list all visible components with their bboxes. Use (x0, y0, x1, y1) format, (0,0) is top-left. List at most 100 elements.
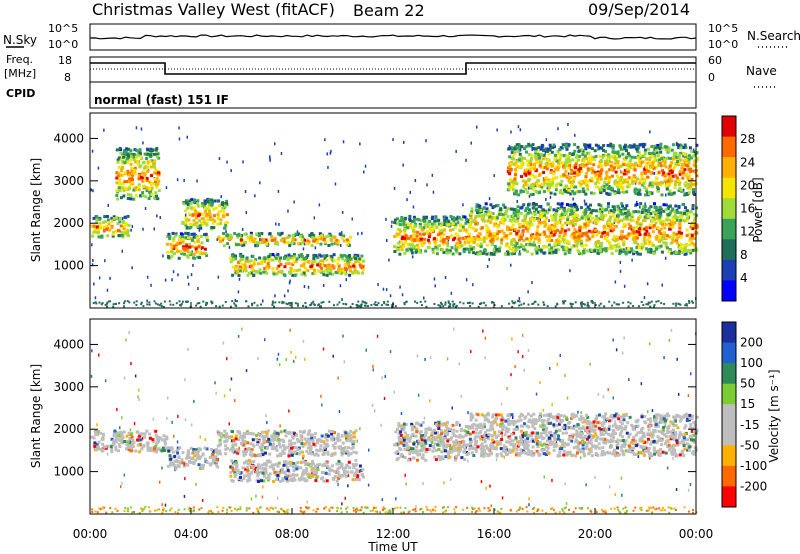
ground-scatter-cell (168, 300, 171, 303)
band-cell (482, 206, 486, 210)
band-cell (612, 166, 616, 170)
band-cell (641, 219, 645, 223)
ground-scatter-cell (178, 300, 181, 303)
speckle-cell (215, 391, 217, 395)
band-cell (168, 454, 172, 458)
band-cell (328, 264, 332, 268)
band-cell (434, 236, 438, 240)
colorbar-segment (722, 239, 736, 261)
band-cell (141, 193, 145, 197)
band-cell (613, 182, 617, 186)
band-cell (581, 225, 585, 229)
band-cell (628, 211, 632, 215)
speckle-cell (519, 128, 522, 132)
speckle-cell (161, 503, 163, 507)
speckle-cell (668, 338, 671, 342)
colorbar-segment (722, 116, 736, 138)
band-cell (534, 149, 538, 153)
ground-scatter-cell (135, 304, 138, 306)
band-cell (467, 240, 471, 244)
band-cell (513, 219, 517, 223)
band-cell (557, 182, 561, 186)
band-cell (118, 220, 122, 224)
band-cell (560, 224, 564, 228)
band-cell (640, 172, 644, 176)
band-cell (300, 238, 304, 241)
band-cell (141, 445, 145, 449)
band-cell (467, 250, 471, 254)
band-cell (522, 223, 526, 227)
band-cell (152, 171, 156, 175)
band-cell (670, 179, 674, 183)
band-cell (553, 145, 556, 149)
band-cell (688, 238, 692, 242)
band-cell (161, 446, 165, 450)
band-cell (455, 250, 459, 254)
speckle-cell (465, 158, 467, 162)
speckle-cell (259, 181, 261, 185)
colorbar-segment (722, 136, 736, 158)
ground-scatter-cell (618, 303, 621, 306)
band-cell (493, 222, 497, 226)
band-cell (564, 170, 568, 174)
band-cell (585, 157, 589, 161)
speckle-cell (368, 448, 370, 452)
band-cell (266, 262, 270, 266)
band-cell (302, 264, 305, 268)
band-cell (321, 270, 325, 274)
band-cell (156, 197, 160, 201)
ground-scatter-cell (328, 300, 331, 303)
ground-scatter-cell (479, 303, 481, 305)
band-cell (192, 200, 196, 204)
band-cell (629, 218, 633, 222)
band-cell (522, 189, 526, 193)
speckle-cell (663, 156, 665, 160)
band-cell (564, 190, 568, 194)
band-cell (634, 192, 638, 196)
band-cell (559, 174, 563, 178)
band-cell (503, 218, 507, 222)
band-cell (101, 435, 105, 439)
band-cell (625, 204, 629, 208)
band-cell (126, 197, 130, 200)
band-cell (548, 234, 552, 238)
ground-scatter-cell (377, 302, 380, 305)
band-cell (630, 163, 634, 167)
band-cell (567, 188, 571, 192)
band-cell (594, 172, 598, 176)
band-cell (400, 216, 404, 219)
band-cell (148, 191, 152, 195)
speckle-cell (261, 495, 264, 499)
band-cell (616, 159, 620, 163)
band-cell (131, 173, 135, 177)
band-cell (139, 438, 143, 442)
band-cell (670, 219, 673, 223)
speckle-cell (334, 182, 337, 186)
band-cell (613, 225, 617, 229)
band-cell (196, 214, 200, 218)
ground-scatter-cell (632, 305, 635, 307)
band-cell (604, 163, 607, 167)
band-cell (310, 244, 314, 247)
band-cell (155, 155, 159, 159)
band-cell (276, 232, 280, 236)
band-cell (196, 199, 200, 203)
band-cell (593, 158, 597, 161)
speckle-cell (216, 238, 218, 241)
band-cell (153, 177, 157, 181)
band-cell (492, 204, 496, 208)
band-cell (256, 262, 260, 266)
speckle-cell (302, 456, 304, 460)
band-cell (683, 192, 687, 196)
band-cell (129, 449, 133, 453)
speckle-cell (183, 179, 185, 182)
band-cell (455, 241, 459, 245)
band-cell (205, 254, 209, 258)
band-cell (445, 251, 449, 255)
band-cell (516, 213, 520, 217)
band-cell (624, 172, 628, 176)
speckle-cell (103, 128, 105, 132)
band-cell (614, 170, 618, 174)
band-cell (563, 252, 567, 256)
ground-scatter-cell (374, 304, 377, 306)
